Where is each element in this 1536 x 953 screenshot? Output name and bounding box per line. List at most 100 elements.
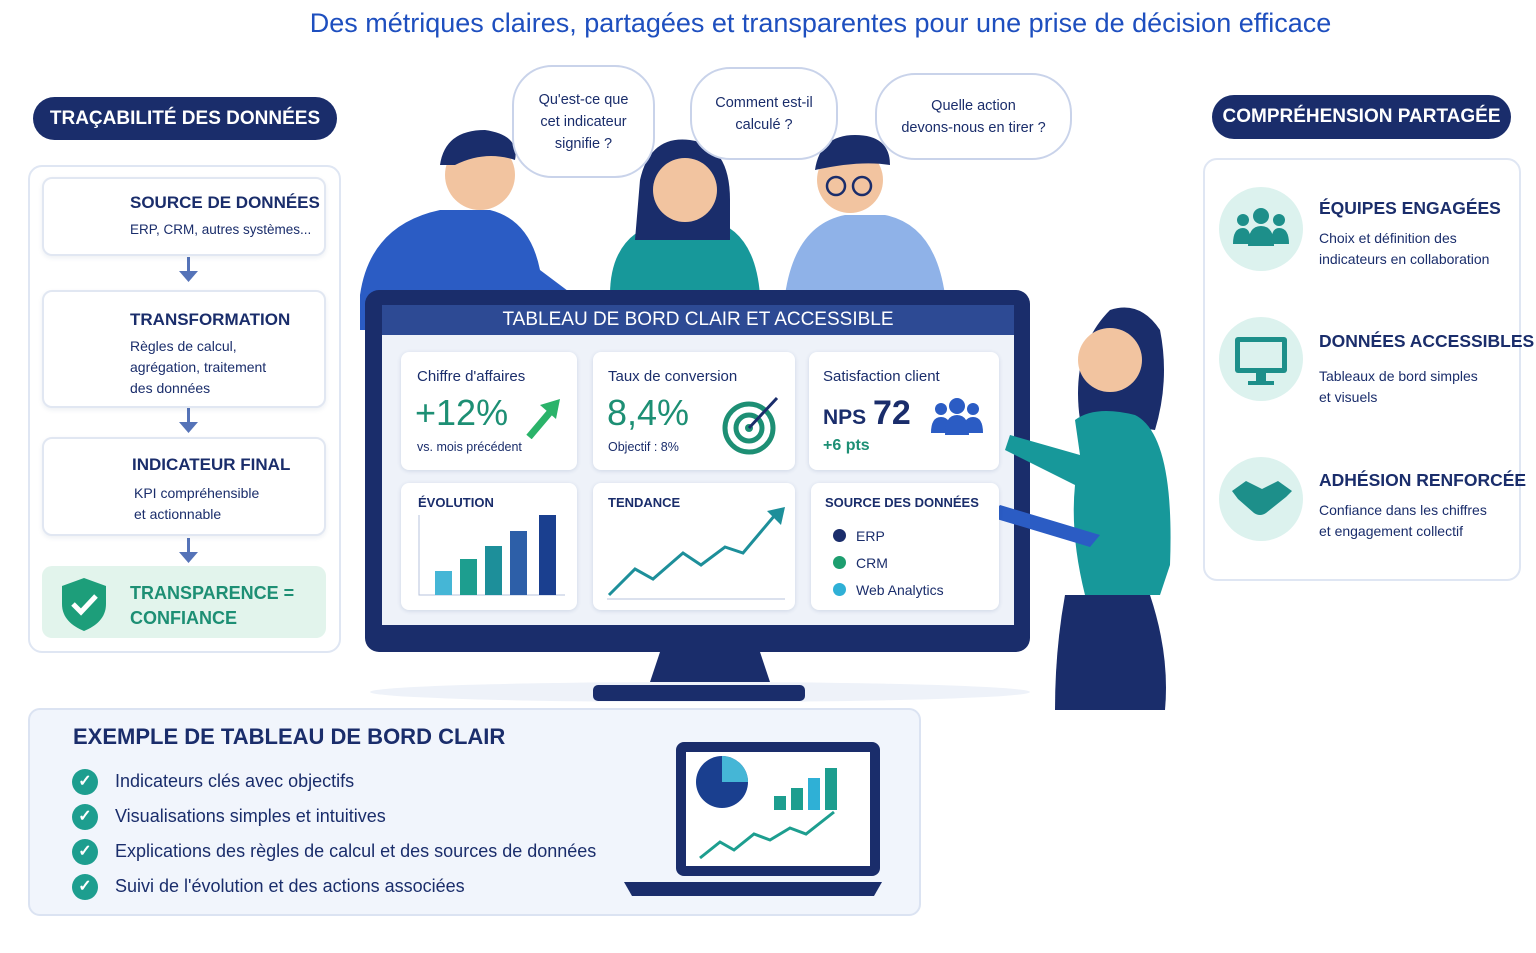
- item-text: Confiance dans les chiffres et engagement…: [1319, 500, 1526, 542]
- item-title: ADHÉSION RENFORCÉE: [1319, 470, 1527, 490]
- people-icon: [931, 398, 983, 435]
- step-card: SOURCE DE DONNÉES ERP, CRM, autres systè…: [42, 177, 326, 256]
- kpi-label: Satisfaction client: [823, 368, 940, 385]
- line: Choix et définition des: [1319, 230, 1457, 246]
- check-item: ✓ Suivi de l'évolution et des actions ass…: [72, 869, 596, 904]
- shield-icon: [62, 578, 106, 631]
- step-card: INDICATEUR FINAL KPI compréhensible et ac…: [42, 437, 326, 536]
- laptop-icon: [624, 742, 882, 896]
- kpi-value: +12%: [415, 392, 509, 433]
- trend-icon: [607, 507, 785, 600]
- legend-item: Web Analytics: [833, 577, 944, 604]
- check-icon: ✓: [72, 838, 98, 865]
- step-title: SOURCE DE DONNÉES: [130, 193, 320, 212]
- check-text: Visualisations simples et intuitives: [115, 806, 386, 826]
- line: Quelle action: [931, 97, 1016, 114]
- check-text: Indicateurs clés avec objectifs: [115, 771, 355, 791]
- line: KPI compréhensible: [134, 485, 260, 501]
- final-text: TRANSPARENCE = CONFIANCE: [130, 581, 294, 631]
- kpi-label: Chiffre d'affaires: [417, 368, 526, 385]
- panel: ÉVOLUTION: [401, 483, 577, 610]
- kpi-card: Satisfaction client NPS 72 +6 pts: [809, 352, 999, 470]
- step-text: Règles de calcul, agrégation, traitement d…: [130, 336, 266, 399]
- line: signifie ?: [554, 135, 613, 152]
- check-item: ✓ Explications des règles de calcul et de…: [72, 834, 596, 869]
- item-text: Tableaux de bord simples et visuels: [1319, 366, 1534, 408]
- kpi-prefix: NPS: [823, 406, 867, 429]
- line: TRANSPARENCE =: [130, 583, 295, 603]
- right-item: ÉQUIPES ENGAGÉES Choix et définition des i…: [1319, 198, 1501, 270]
- line: devons-nous en tirer ?: [901, 119, 1046, 136]
- step-text: ERP, CRM, autres systèmes...: [130, 219, 311, 240]
- line: et visuels: [1319, 389, 1378, 405]
- step-text: KPI compréhensible et actionnable: [134, 483, 259, 525]
- step-card: TRANSFORMATION Règles de calcul, agrégati…: [42, 290, 326, 408]
- check-text: Suivi de l'évolution et des actions asso…: [115, 876, 465, 896]
- legend-label: Web Analytics: [856, 582, 944, 598]
- step-title: INDICATEUR FINAL: [132, 455, 291, 474]
- legend-label: CRM: [856, 555, 888, 571]
- line: Confiance dans les chiffres: [1319, 502, 1487, 518]
- line: Règles de calcul,: [130, 338, 237, 354]
- example-title: EXEMPLE DE TABLEAU DE BORD CLAIR: [73, 724, 506, 749]
- kpi-value: 72: [873, 394, 911, 432]
- kpi-label: Taux de conversion: [608, 368, 738, 385]
- left-header: TRAÇABILITÉ DES DONNÉES: [33, 97, 337, 140]
- panel-title: ÉVOLUTION: [418, 495, 494, 510]
- final-card: TRANSPARENCE = CONFIANCE: [42, 566, 326, 638]
- kpi-note: Objectif : 8%: [608, 440, 679, 454]
- right-item: DONNÉES ACCESSIBLES Tableaux de bord simp…: [1319, 331, 1534, 408]
- panel-title: TENDANCE: [608, 495, 681, 510]
- line: ERP, CRM, autres systèmes...: [130, 222, 312, 237]
- item-text: Choix et définition des indicateurs en co…: [1319, 228, 1501, 270]
- checklist: ✓ Indicateurs clés avec objectifs ✓ Visual…: [72, 764, 596, 904]
- check-icon: ✓: [72, 768, 98, 795]
- up-arrow-icon: [526, 399, 560, 439]
- check-item: ✓ Visualisations simples et intuitives: [72, 799, 596, 834]
- line: indicateurs en collaboration: [1319, 251, 1490, 267]
- step-title: TRANSFORMATION: [130, 310, 291, 329]
- line: et engagement collectif: [1319, 523, 1463, 539]
- speech-bubble: Qu'est-ce que cet indicateur signifie ?: [512, 65, 655, 178]
- panel: TENDANCE: [593, 483, 795, 610]
- bar-icon: [418, 515, 565, 596]
- person-2: [610, 139, 760, 295]
- person-4: [990, 307, 1171, 710]
- kpi-value: 8,4%: [607, 392, 690, 433]
- kpi-note: vs. mois précédent: [417, 440, 522, 454]
- page-title: Des métriques claires, partagées et tran…: [309, 8, 1332, 38]
- line: calculé ?: [735, 116, 793, 133]
- line: Tableaux de bord simples: [1319, 368, 1478, 384]
- person-3: [785, 135, 945, 295]
- line: agrégation, traitement: [130, 359, 267, 375]
- right-header: COMPRÉHENSION PARTAGÉE: [1212, 95, 1511, 139]
- line: des données: [130, 380, 211, 396]
- legend-item: ERP: [833, 523, 944, 550]
- legend: ERP CRM Web Analytics: [833, 523, 944, 604]
- line: Qu'est-ce que: [538, 91, 629, 108]
- legend-item: CRM: [833, 550, 944, 577]
- item-title: DONNÉES ACCESSIBLES: [1319, 331, 1535, 351]
- line: et actionnable: [134, 506, 222, 522]
- speech-bubble: Quelle action devons-nous en tirer ?: [875, 73, 1072, 160]
- check-text: Explications des règles de calcul et des…: [115, 841, 597, 861]
- target-icon: [722, 396, 779, 455]
- kpi-note: +6 pts: [823, 437, 870, 454]
- kpi-card: Taux de conversion 8,4% Objectif : 8%: [593, 352, 795, 470]
- panel-title: SOURCE DES DONNÉES: [825, 495, 979, 510]
- check-item: ✓ Indicateurs clés avec objectifs: [72, 764, 596, 799]
- item-title: ÉQUIPES ENGAGÉES: [1319, 198, 1501, 218]
- legend-label: ERP: [856, 528, 885, 544]
- line: CONFIANCE: [130, 608, 237, 628]
- right-item: ADHÉSION RENFORCÉE Confiance dans les chi…: [1319, 470, 1526, 542]
- check-icon: ✓: [72, 803, 98, 830]
- speech-bubble: Comment est-il calculé ?: [690, 67, 838, 160]
- dashboard-title: TABLEAU DE BORD CLAIR ET ACCESSIBLE: [502, 309, 894, 330]
- check-icon: ✓: [72, 873, 98, 900]
- line: Comment est-il: [715, 94, 813, 111]
- kpi-card: Chiffre d'affaires +12% vs. mois précéde…: [401, 352, 577, 470]
- right-icons: [1219, 187, 1303, 541]
- panel: SOURCE DES DONNÉES ERP CRM Web Analytics: [811, 483, 999, 610]
- line: cet indicateur: [540, 113, 627, 130]
